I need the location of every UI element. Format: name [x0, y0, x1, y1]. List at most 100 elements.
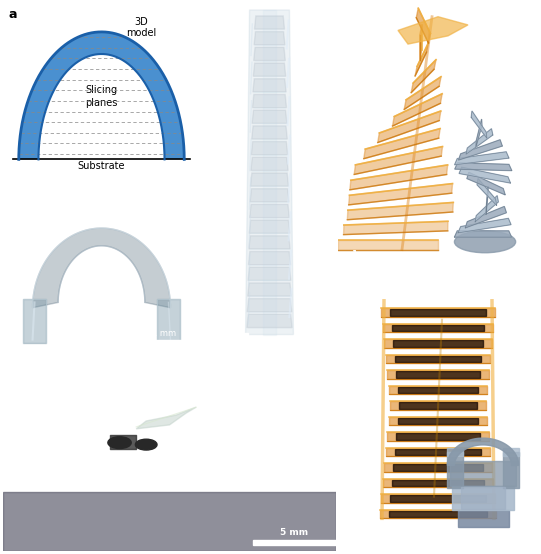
Polygon shape [338, 240, 438, 250]
Polygon shape [250, 173, 288, 186]
Polygon shape [383, 479, 493, 488]
Polygon shape [396, 371, 480, 378]
Polygon shape [398, 387, 478, 393]
Polygon shape [19, 32, 184, 160]
Polygon shape [447, 452, 463, 489]
Polygon shape [458, 510, 509, 526]
Polygon shape [450, 461, 516, 486]
Ellipse shape [108, 437, 131, 449]
Polygon shape [476, 119, 482, 147]
Text: d: d [344, 8, 353, 22]
Polygon shape [459, 167, 511, 183]
Polygon shape [460, 487, 505, 509]
Polygon shape [254, 16, 285, 29]
Polygon shape [246, 10, 293, 335]
Polygon shape [252, 110, 287, 124]
Polygon shape [252, 126, 287, 139]
Text: 3D
model: 3D model [126, 17, 156, 38]
Polygon shape [248, 283, 291, 296]
Polygon shape [388, 417, 487, 425]
Polygon shape [391, 495, 486, 502]
Polygon shape [411, 60, 436, 93]
Text: 1 mm: 1 mm [367, 524, 393, 532]
Polygon shape [380, 510, 496, 519]
Polygon shape [393, 340, 483, 347]
Polygon shape [251, 142, 288, 155]
Polygon shape [354, 147, 443, 175]
Polygon shape [465, 207, 506, 228]
Polygon shape [364, 129, 440, 158]
Polygon shape [354, 535, 406, 543]
Polygon shape [383, 324, 493, 332]
Polygon shape [23, 299, 47, 343]
Polygon shape [214, 333, 248, 341]
Text: c: c [13, 360, 21, 373]
Ellipse shape [135, 439, 157, 450]
Polygon shape [251, 157, 288, 171]
Polygon shape [395, 356, 481, 362]
Polygon shape [247, 314, 292, 327]
Text: a: a [9, 8, 17, 21]
Text: 1 mm: 1 mm [219, 319, 243, 327]
Polygon shape [250, 204, 289, 218]
Polygon shape [415, 43, 428, 76]
Polygon shape [386, 448, 490, 456]
Polygon shape [398, 418, 478, 424]
Polygon shape [466, 129, 493, 154]
Polygon shape [475, 196, 498, 222]
Polygon shape [3, 492, 336, 551]
Polygon shape [458, 218, 511, 233]
Polygon shape [344, 221, 448, 234]
Polygon shape [32, 228, 170, 308]
Polygon shape [249, 220, 290, 233]
Polygon shape [387, 432, 489, 441]
Polygon shape [392, 480, 484, 486]
Ellipse shape [454, 231, 516, 253]
Polygon shape [416, 8, 431, 43]
Polygon shape [392, 325, 484, 331]
Polygon shape [381, 308, 494, 317]
Polygon shape [454, 231, 512, 237]
Polygon shape [250, 189, 289, 202]
Polygon shape [253, 63, 286, 76]
Polygon shape [350, 165, 447, 190]
Polygon shape [254, 32, 285, 45]
Polygon shape [378, 111, 441, 142]
Polygon shape [471, 111, 487, 138]
Polygon shape [386, 355, 490, 363]
Polygon shape [467, 172, 505, 195]
Polygon shape [398, 17, 468, 44]
Polygon shape [404, 76, 441, 110]
Polygon shape [347, 202, 453, 220]
Text: Slicing
planes: Slicing planes [85, 85, 118, 107]
Polygon shape [253, 94, 287, 107]
Polygon shape [503, 452, 519, 489]
Polygon shape [389, 511, 487, 517]
Text: 1 mm: 1 mm [352, 250, 378, 259]
Polygon shape [393, 464, 483, 471]
Polygon shape [420, 25, 422, 59]
Polygon shape [447, 448, 463, 456]
Polygon shape [263, 10, 276, 335]
Polygon shape [399, 402, 477, 409]
Polygon shape [136, 407, 196, 429]
Polygon shape [387, 370, 489, 379]
Polygon shape [254, 47, 285, 60]
Polygon shape [391, 309, 486, 316]
Polygon shape [381, 494, 494, 503]
Polygon shape [248, 267, 291, 280]
Text: b: b [208, 10, 217, 23]
Text: 5 mm: 5 mm [280, 528, 308, 537]
Polygon shape [388, 386, 487, 394]
Polygon shape [145, 341, 184, 345]
Polygon shape [454, 152, 509, 165]
Polygon shape [393, 94, 442, 126]
Polygon shape [384, 339, 492, 348]
Polygon shape [486, 186, 488, 214]
Polygon shape [342, 262, 388, 271]
Polygon shape [452, 486, 513, 510]
Polygon shape [503, 448, 519, 456]
Polygon shape [459, 140, 502, 160]
Text: 1 mm: 1 mm [153, 329, 176, 338]
Text: e: e [344, 284, 353, 297]
